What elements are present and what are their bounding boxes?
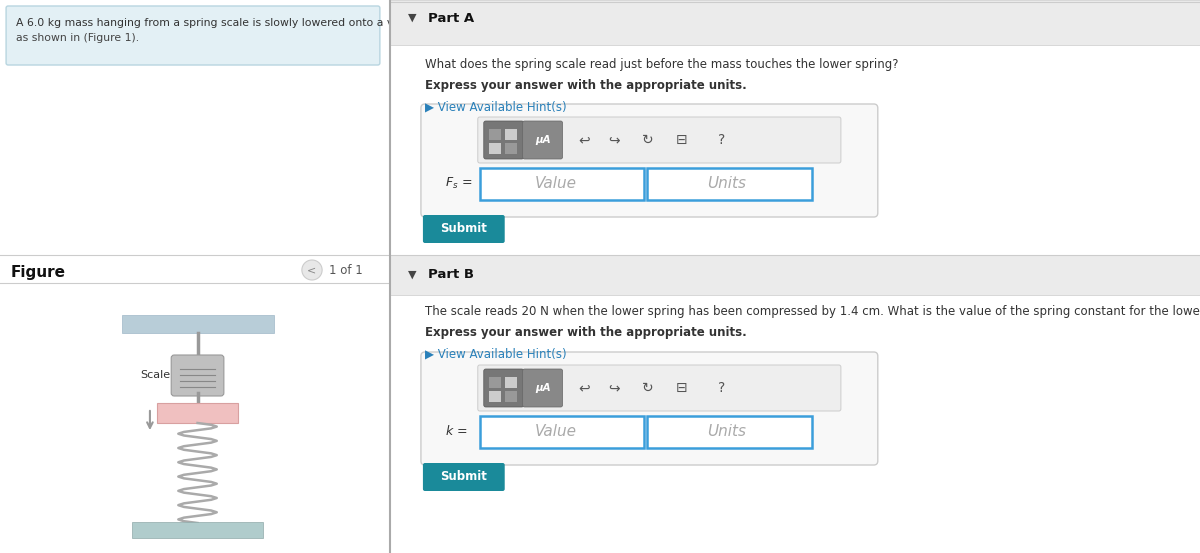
FancyBboxPatch shape	[121, 315, 274, 333]
Text: ↻: ↻	[642, 133, 653, 147]
Text: Part B: Part B	[428, 269, 474, 281]
Text: Value: Value	[535, 176, 577, 191]
FancyBboxPatch shape	[157, 403, 238, 423]
FancyBboxPatch shape	[484, 369, 523, 407]
Text: Submit: Submit	[440, 471, 487, 483]
Text: ?: ?	[718, 381, 725, 395]
Text: μA: μA	[535, 383, 551, 393]
FancyBboxPatch shape	[488, 143, 500, 154]
FancyBboxPatch shape	[523, 369, 563, 407]
Text: Figure: Figure	[10, 265, 65, 280]
FancyBboxPatch shape	[505, 391, 517, 402]
FancyBboxPatch shape	[132, 522, 263, 538]
FancyBboxPatch shape	[488, 391, 500, 402]
FancyBboxPatch shape	[523, 121, 563, 159]
Text: ⊟: ⊟	[676, 381, 688, 395]
Text: Part A: Part A	[428, 12, 474, 24]
FancyBboxPatch shape	[647, 416, 812, 448]
Text: as shown in (Figure 1).: as shown in (Figure 1).	[17, 33, 139, 43]
FancyBboxPatch shape	[172, 355, 224, 396]
FancyBboxPatch shape	[390, 255, 1200, 295]
Text: Value: Value	[535, 425, 577, 440]
FancyBboxPatch shape	[421, 104, 877, 217]
FancyBboxPatch shape	[480, 416, 644, 448]
FancyBboxPatch shape	[480, 168, 644, 200]
FancyBboxPatch shape	[478, 117, 841, 163]
Text: A 6.0 kg mass hanging from a spring scale is slowly lowered onto a vertical spri: A 6.0 kg mass hanging from a spring scal…	[17, 18, 468, 28]
Text: The scale reads 20 N when the lower spring has been compressed by 1.4 cm. What i: The scale reads 20 N when the lower spri…	[425, 305, 1200, 318]
Text: ▶ View Available Hint(s): ▶ View Available Hint(s)	[425, 101, 566, 114]
FancyBboxPatch shape	[488, 129, 500, 140]
FancyBboxPatch shape	[478, 365, 841, 411]
Text: ↩: ↩	[578, 133, 590, 147]
Text: Units: Units	[707, 176, 746, 191]
FancyBboxPatch shape	[421, 352, 877, 465]
FancyBboxPatch shape	[422, 463, 505, 491]
Text: 1 of 1: 1 of 1	[329, 263, 362, 276]
Text: $k$ =: $k$ =	[445, 424, 467, 438]
FancyBboxPatch shape	[390, 0, 1200, 45]
Text: ↪: ↪	[608, 133, 620, 147]
Text: ▼: ▼	[408, 13, 416, 23]
Text: ↪: ↪	[608, 381, 620, 395]
FancyBboxPatch shape	[505, 377, 517, 388]
FancyBboxPatch shape	[6, 6, 380, 65]
Text: Express your answer with the appropriate units.: Express your answer with the appropriate…	[425, 79, 746, 92]
Text: Scale: Scale	[140, 370, 170, 380]
Text: Express your answer with the appropriate units.: Express your answer with the appropriate…	[425, 326, 746, 339]
FancyBboxPatch shape	[422, 215, 505, 243]
Text: Units: Units	[707, 425, 746, 440]
FancyBboxPatch shape	[484, 121, 523, 159]
FancyBboxPatch shape	[505, 129, 517, 140]
Text: $F_s$ =: $F_s$ =	[445, 175, 472, 191]
Text: ↩: ↩	[578, 381, 590, 395]
FancyBboxPatch shape	[488, 377, 500, 388]
Text: <: <	[307, 265, 317, 275]
Text: ?: ?	[718, 133, 725, 147]
Text: Submit: Submit	[440, 222, 487, 236]
Text: ▼: ▼	[408, 270, 416, 280]
Circle shape	[302, 260, 322, 280]
Text: What does the spring scale read just before the mass touches the lower spring?: What does the spring scale read just bef…	[425, 58, 899, 71]
Text: ↻: ↻	[642, 381, 653, 395]
FancyBboxPatch shape	[505, 143, 517, 154]
Text: ▶ View Available Hint(s): ▶ View Available Hint(s)	[425, 348, 566, 361]
FancyBboxPatch shape	[647, 168, 812, 200]
Text: μA: μA	[535, 135, 551, 145]
Text: ⊟: ⊟	[676, 133, 688, 147]
